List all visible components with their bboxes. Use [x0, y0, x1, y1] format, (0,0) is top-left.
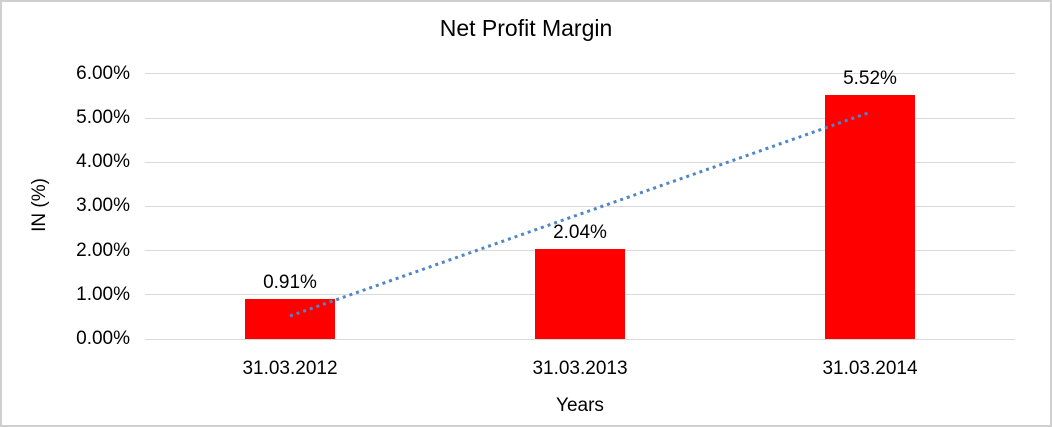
- y-axis-tick-label: 1.00%: [76, 283, 130, 305]
- bar: [535, 248, 625, 339]
- y-axis-tick-label: 6.00%: [76, 62, 130, 84]
- y-axis-tick-label: 0.00%: [76, 328, 130, 349]
- y-axis-tick-label: 5.00%: [76, 107, 130, 128]
- y-axis-tick-label: 2.00%: [76, 239, 130, 261]
- x-axis-title: Years: [556, 395, 604, 416]
- x-axis-category-label: 31.03.2013: [532, 358, 628, 379]
- gridline: [145, 73, 1015, 75]
- y-axis-tick-label: 3.00%: [76, 195, 130, 217]
- bar-data-label: 2.04%: [553, 221, 607, 243]
- bar-data-label: 5.52%: [843, 68, 897, 90]
- x-axis-category-label: 31.03.2012: [242, 358, 338, 379]
- y-axis-tick-label: 4.00%: [76, 151, 130, 173]
- x-axis-category-label: 31.03.2014: [822, 358, 918, 379]
- chart-title: Net Profit Margin: [439, 15, 613, 41]
- bar-data-label: 0.91%: [263, 271, 317, 293]
- bar: [245, 298, 335, 339]
- gridline: [145, 338, 1015, 340]
- bar: [825, 95, 915, 339]
